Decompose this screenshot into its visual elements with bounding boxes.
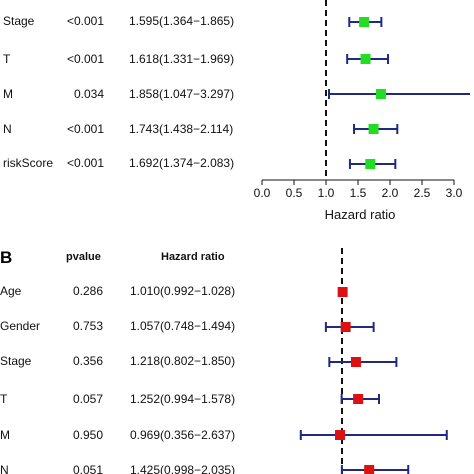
panel-b-hr-marker bbox=[364, 465, 375, 474]
panel-b-row-pvalue: 0.753 bbox=[73, 319, 103, 333]
panel-b-hr-marker bbox=[350, 357, 361, 367]
panel-b-row-label: T bbox=[0, 392, 8, 406]
panel-b-label: B bbox=[0, 248, 12, 267]
panel-b-row-label: Gender bbox=[0, 319, 40, 333]
panel-a-row-label: M bbox=[3, 87, 13, 101]
panel-b-row-pvalue: 0.051 bbox=[73, 463, 103, 474]
panel-b-hr-marker bbox=[335, 430, 346, 440]
panel-a-row-hr: 1.595(1.364−1.865) bbox=[129, 14, 234, 28]
panel-b-row-label: Stage bbox=[0, 354, 32, 368]
panel-a-x-tick-label: 2.5 bbox=[414, 186, 431, 200]
panel-a-row-label: T bbox=[3, 52, 11, 66]
panel-b-header-hr: Hazard ratio bbox=[161, 251, 225, 263]
panel-a-table: Stage <0.001 1.595(1.364−1.865) T <0.001… bbox=[3, 14, 234, 170]
panel-b-row-label: Age bbox=[0, 284, 22, 298]
panel-a-row-pvalue: <0.001 bbox=[67, 156, 104, 170]
panel-a-x-tick-label: 1.0 bbox=[318, 186, 335, 200]
panel-a-hr-marker bbox=[359, 17, 370, 27]
panel-a-row-hr: 1.858(1.047−3.297) bbox=[129, 87, 234, 101]
panel-b-row-label: N bbox=[0, 463, 9, 474]
panel-b-header-pvalue: pvalue bbox=[66, 251, 101, 263]
panel-a-row-pvalue: 0.034 bbox=[74, 87, 104, 101]
panel-a-x-tick-label: 0.5 bbox=[286, 186, 303, 200]
panel-b-row-hr: 1.252(0.994−1.578) bbox=[130, 392, 235, 406]
panel-a-plot: 0.0 0.5 1.0 1.5 2.0 2.5 3.0 bbox=[254, 0, 470, 200]
panel-a-x-tick-label: 2.0 bbox=[382, 186, 399, 200]
panel-a-x-tick-label: 3.0 bbox=[446, 186, 463, 200]
panel-a-row-hr: 1.743(1.438−2.114) bbox=[129, 122, 233, 136]
panel-b-row-pvalue: 0.356 bbox=[73, 354, 103, 368]
panel-a-x-tick-label: 0.0 bbox=[254, 186, 271, 200]
panel-a-row-pvalue: <0.001 bbox=[67, 52, 104, 66]
panel-b-row-hr: 0.969(0.356−2.637) bbox=[130, 428, 235, 442]
panel-a-row-label: N bbox=[3, 122, 12, 136]
panel-a-row-label: riskScore bbox=[3, 156, 53, 170]
panel-b-row-hr: 1.218(0.802−1.850) bbox=[130, 354, 235, 368]
panel-a-x-tick-label: 1.5 bbox=[350, 186, 367, 200]
panel-a-x-axis-label: Hazard ratio bbox=[325, 207, 396, 222]
panel-a-row-pvalue: <0.001 bbox=[67, 122, 104, 136]
panel-a-row-pvalue: <0.001 bbox=[67, 14, 104, 28]
panel-b-hr-marker bbox=[353, 394, 364, 404]
panel-b-row-pvalue: 0.057 bbox=[73, 392, 103, 406]
panel-b-row-pvalue: 0.950 bbox=[73, 428, 103, 442]
panel-b-plot bbox=[299, 248, 448, 474]
panel-a-hr-marker bbox=[368, 124, 379, 134]
panel-b-row-hr: 1.010(0.992−1.028) bbox=[130, 284, 235, 298]
panel-b-hr-marker bbox=[340, 322, 351, 332]
panel-b-row-label: M bbox=[0, 428, 10, 442]
panel-a-row-label: Stage bbox=[3, 14, 35, 28]
panel-b-row-hr: 1.057(0.748−1.494) bbox=[130, 319, 235, 333]
panel-a-hr-marker bbox=[365, 159, 376, 169]
panel-b-table: Age 0.286 1.010(0.992−1.028) Gender 0.75… bbox=[0, 284, 235, 474]
panel-a-row-hr: 1.618(1.331−1.969) bbox=[129, 52, 234, 66]
panel-b-row-hr: 1.425(0.998−2.035) bbox=[130, 463, 235, 474]
panel-a-hr-marker bbox=[360, 54, 371, 64]
panel-b-row-pvalue: 0.286 bbox=[73, 284, 103, 298]
panel-a-hr-marker bbox=[375, 89, 386, 99]
panel-a-row-hr: 1.692(1.374−2.083) bbox=[129, 156, 234, 170]
panel-b-hr-marker bbox=[337, 287, 348, 297]
